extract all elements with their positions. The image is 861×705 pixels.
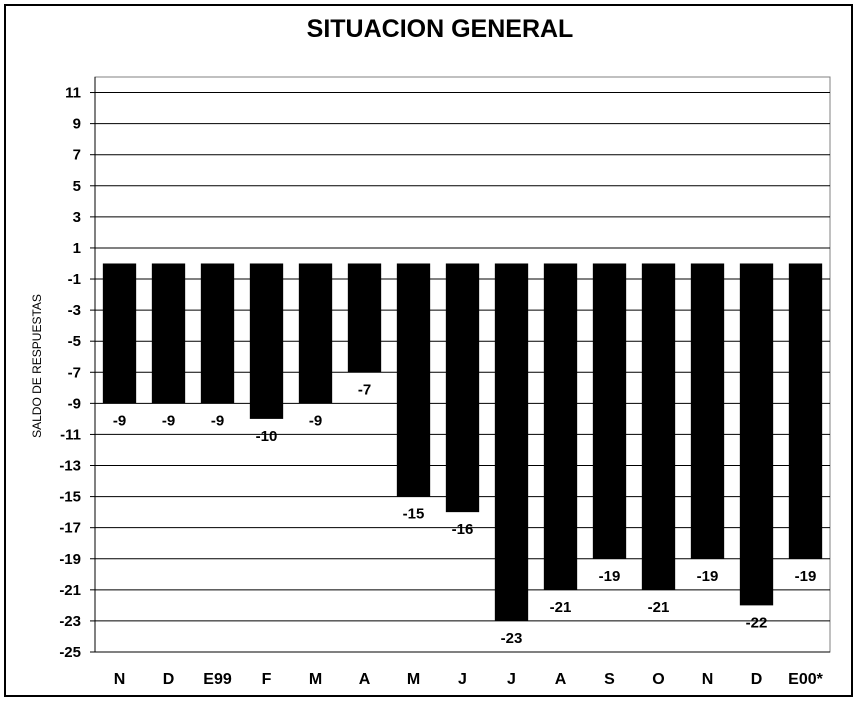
- data-label: -16: [452, 521, 474, 538]
- bar: [592, 263, 627, 559]
- data-label: -19: [697, 568, 719, 585]
- x-tick-label: J: [458, 671, 467, 688]
- data-label: -9: [162, 412, 175, 429]
- x-tick-label: E00*: [788, 671, 823, 688]
- x-tick-label: F: [262, 671, 272, 688]
- bar: [396, 263, 431, 497]
- x-tick-label: O: [652, 671, 664, 688]
- data-label: -9: [211, 412, 224, 429]
- bar: [102, 263, 137, 404]
- y-tick-label: -19: [59, 551, 81, 568]
- data-label: -21: [550, 599, 572, 616]
- y-tick-label: 5: [73, 178, 81, 195]
- x-tick-label: M: [407, 671, 420, 688]
- bar: [445, 263, 480, 513]
- data-label: -19: [795, 568, 817, 585]
- bar: [543, 263, 578, 590]
- y-axis-label: SALDO DE RESPUESTAS: [30, 294, 44, 438]
- x-tick-label: N: [114, 671, 126, 688]
- bar: [494, 263, 529, 621]
- data-label: -7: [358, 381, 371, 398]
- data-label: -15: [403, 506, 425, 523]
- x-tick-label: E99: [203, 671, 232, 688]
- y-tick-label: 7: [73, 147, 81, 164]
- bar: [298, 263, 333, 404]
- bar: [347, 263, 382, 373]
- chart-title: SITUACION GENERAL: [307, 15, 574, 43]
- y-tick-label: -17: [59, 520, 81, 537]
- x-tick-label: A: [359, 671, 371, 688]
- x-tick-label: M: [309, 671, 322, 688]
- x-tick-label: N: [702, 671, 714, 688]
- data-label: -9: [113, 412, 126, 429]
- data-label: -21: [648, 599, 670, 616]
- data-label: -22: [746, 614, 768, 631]
- data-label: -10: [256, 428, 278, 445]
- y-tick-label: -23: [59, 613, 81, 630]
- y-tick-label: -3: [68, 302, 81, 319]
- y-tick-label: 1: [73, 240, 81, 257]
- data-label: -19: [599, 568, 621, 585]
- x-tick-label: D: [751, 671, 763, 688]
- bar: [200, 263, 235, 404]
- data-label: -9: [309, 412, 322, 429]
- y-tick-label: -5: [68, 333, 81, 350]
- bar: [641, 263, 676, 590]
- y-tick-label: 3: [73, 209, 81, 226]
- plot-area: 11 9 7 5 3 1 -1 -3 -5 -7 -9 -11 -13 -15 -17 -19 -21 -23 -2…: [59, 76, 831, 688]
- bar: [690, 263, 725, 559]
- data-label: -23: [501, 630, 523, 647]
- x-tick-label: J: [507, 671, 516, 688]
- y-tick-label: -1: [68, 271, 81, 288]
- y-tick-label: -25: [59, 644, 81, 661]
- y-tick-label: -7: [68, 364, 81, 381]
- y-tick-label: 11: [65, 85, 81, 102]
- bar: [151, 263, 186, 404]
- y-tick-label: -11: [60, 426, 81, 443]
- bar: [788, 263, 823, 559]
- x-tick-label: D: [163, 671, 175, 688]
- x-tick-label: A: [555, 671, 567, 688]
- y-tick-label: -13: [59, 458, 81, 475]
- y-tick-label: -15: [59, 489, 81, 506]
- bar: [249, 263, 284, 419]
- y-tick-label: 9: [73, 116, 81, 133]
- y-tick-label: -9: [68, 395, 81, 412]
- y-tick-label: -21: [59, 582, 81, 599]
- bar: [739, 263, 774, 606]
- x-tick-label: S: [604, 671, 615, 688]
